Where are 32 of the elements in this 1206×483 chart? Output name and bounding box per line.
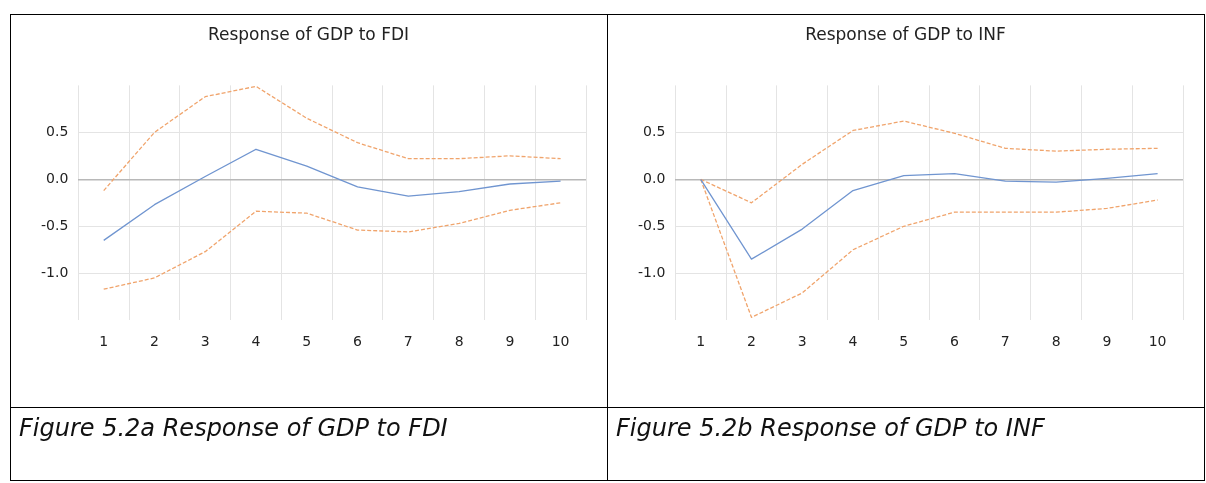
x-tick-label: 5: [899, 333, 909, 350]
x-tick-label: 6: [950, 333, 960, 350]
y-tick-label: -1.0: [637, 263, 666, 280]
x-tick-label: 10: [1148, 333, 1167, 350]
y-tick-label: 0.0: [643, 169, 666, 186]
x-tick-label: 10: [551, 333, 570, 350]
x-tick-label: 1: [99, 333, 109, 350]
caption: Figure 5.2b Response of GDP to INF: [616, 414, 1046, 442]
x-tick-label: 2: [150, 333, 159, 350]
x-tick-label: 7: [1000, 333, 1010, 350]
x-tick-label: 3: [797, 333, 807, 350]
y-tick-label: -0.5: [40, 216, 69, 233]
x-tick-label: 9: [505, 333, 515, 350]
y-tick-label: 0.0: [46, 169, 69, 186]
x-tick-label: 6: [353, 333, 363, 350]
x-tick-label: 8: [1051, 333, 1061, 350]
x-tick-label: 1: [696, 333, 706, 350]
y-tick-label: 0.5: [46, 123, 69, 139]
x-tick-label: 4: [848, 333, 858, 350]
x-tick-label: 4: [251, 333, 261, 350]
chart-title: Response of GDP to INF: [805, 23, 1006, 44]
y-tick-label: -0.5: [637, 216, 666, 233]
x-tick-label: 2: [747, 333, 756, 350]
y-tick-label: -1.0: [40, 263, 69, 280]
x-tick-label: 8: [454, 333, 464, 350]
y-tick-label: 0.5: [643, 123, 666, 139]
x-tick-label: 7: [403, 333, 413, 350]
chart-title: Response of GDP to FDI: [207, 23, 410, 44]
x-tick-label: 9: [1102, 333, 1112, 350]
x-tick-label: 5: [302, 333, 312, 350]
x-tick-label: 3: [200, 333, 210, 350]
caption: Figure 5.2a Response of GDP to FDI: [19, 414, 449, 442]
